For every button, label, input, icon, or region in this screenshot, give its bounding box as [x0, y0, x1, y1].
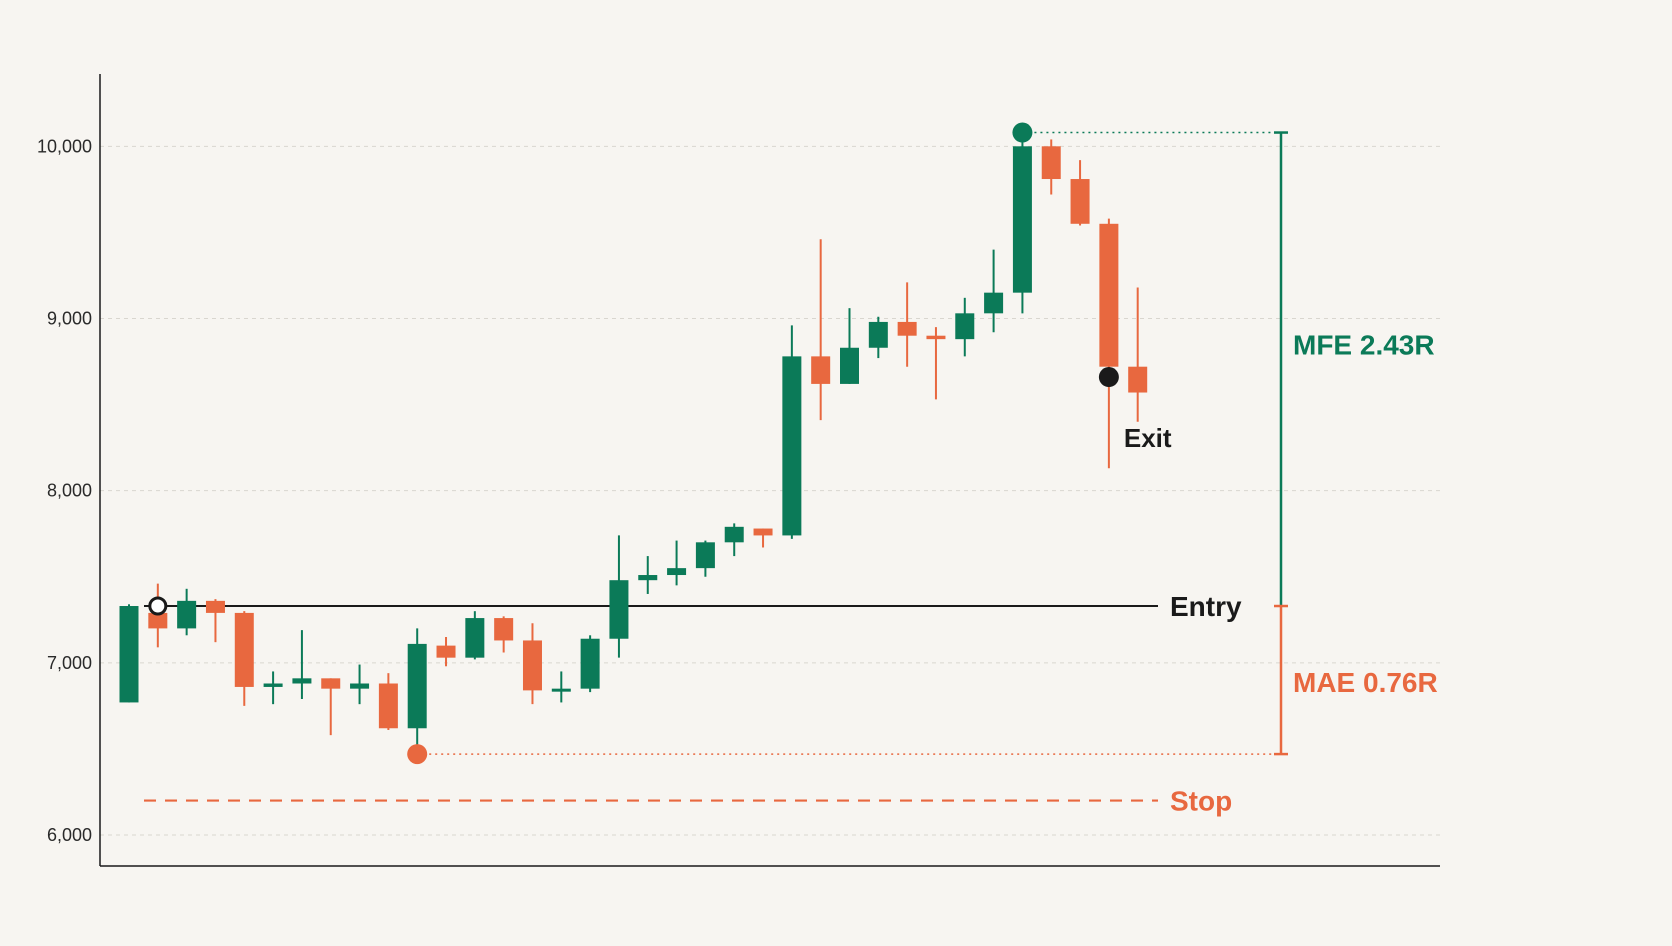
candle-body-up: [724, 526, 744, 543]
y-tick-label: 8,000: [47, 481, 92, 501]
candle-body-down: [522, 640, 542, 691]
candle: [1128, 287, 1148, 422]
candle: [1070, 160, 1090, 226]
candle: [638, 556, 658, 594]
candle-body-up: [868, 321, 888, 348]
candle: [782, 325, 802, 539]
axes: [99, 74, 1440, 867]
mfe-label: MFE 2.43R: [1293, 329, 1435, 360]
candles: [119, 132, 1148, 753]
stop-label: Stop: [1170, 786, 1232, 817]
candle: [580, 635, 600, 693]
candle-body-up: [350, 683, 370, 689]
grid-lines: [100, 145, 1440, 836]
candle: [407, 628, 427, 753]
candle: [667, 540, 687, 586]
candle-body-up: [782, 356, 802, 536]
candle-body-down: [897, 321, 917, 336]
trade-markers: [148, 122, 1119, 765]
candle-body-up: [407, 643, 427, 729]
candle-body-up: [638, 575, 658, 581]
candle: [897, 282, 917, 367]
candle-body-down: [753, 528, 773, 536]
candle-body-down: [1099, 223, 1119, 367]
candle-body-down: [378, 683, 398, 729]
candle-body-down: [1128, 366, 1148, 393]
candle-body-up: [551, 688, 571, 692]
candle: [840, 308, 859, 384]
candle-body-up: [667, 568, 687, 576]
candle: [205, 599, 225, 643]
entry-label: Entry: [1170, 591, 1242, 622]
entry-marker: [148, 596, 168, 616]
exit-label: Exit: [1124, 423, 1172, 453]
candle: [695, 540, 715, 577]
y-tick-label: 9,000: [47, 308, 92, 328]
candle: [436, 637, 456, 667]
annotation-labels: Entry Stop Exit MFE 2.43R MAE 0.76R: [1124, 329, 1438, 816]
candle: [868, 316, 888, 359]
candle-body-down: [321, 678, 341, 689]
candle: [811, 239, 831, 421]
candle: [119, 604, 139, 703]
candle: [724, 523, 744, 557]
trade-levels: [144, 131, 1288, 802]
candle: [1041, 139, 1061, 195]
candle: [984, 249, 1004, 333]
candle-body-down: [205, 600, 225, 613]
candle: [494, 616, 514, 653]
candle-body-down: [1041, 146, 1061, 180]
y-tick-label: 10,000: [37, 136, 92, 156]
candle-body-down: [1070, 179, 1090, 224]
candle-body-up: [1012, 146, 1032, 293]
candle-body-up: [609, 580, 629, 639]
mfe-marker: [1012, 122, 1033, 143]
candle-body-up: [580, 638, 600, 689]
candle: [378, 673, 398, 730]
candle: [551, 671, 571, 703]
candle-body-down: [811, 356, 831, 384]
candle: [292, 630, 312, 699]
candle-body-up: [984, 292, 1004, 314]
candle-body-up: [465, 618, 485, 658]
candle-body-up: [119, 606, 139, 703]
candle-body-up: [695, 542, 715, 569]
candle-body-down: [148, 612, 168, 629]
y-tick-label: 7,000: [47, 653, 92, 673]
y-tick-labels: 6,000 7,000 8,000 9,000 10,000: [37, 136, 92, 845]
exit-marker: [1098, 367, 1119, 388]
candle-body-up: [955, 313, 975, 340]
candle: [321, 678, 341, 736]
candle-body-down: [234, 612, 254, 687]
candle: [926, 327, 946, 400]
candle: [465, 611, 485, 660]
candle: [177, 588, 197, 636]
candle-body-up: [263, 683, 283, 687]
candle: [522, 623, 542, 705]
candle: [1099, 218, 1119, 469]
candle-body-down: [494, 618, 514, 641]
mae-label: MAE 0.76R: [1293, 667, 1438, 698]
candle: [955, 297, 975, 357]
candle: [263, 671, 283, 705]
candle-body-up: [292, 678, 312, 684]
y-tick-label: 6,000: [47, 825, 92, 845]
candle: [234, 611, 254, 706]
candle: [1012, 132, 1032, 314]
candle: [609, 535, 629, 658]
candle: [350, 664, 370, 705]
candle-body-up: [840, 347, 859, 384]
mae-marker: [407, 744, 428, 765]
candle-body-down: [436, 645, 456, 658]
candle-body-down: [926, 335, 946, 340]
candle: [753, 528, 773, 548]
candle-body-up: [177, 600, 197, 629]
